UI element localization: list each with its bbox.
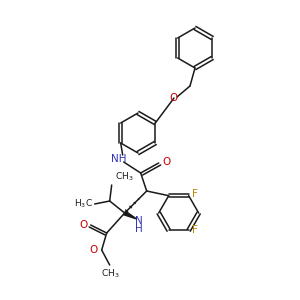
Text: O: O — [80, 220, 88, 230]
Text: CH$_3$: CH$_3$ — [115, 170, 133, 183]
Text: H: H — [135, 224, 142, 234]
Text: H$_3$C: H$_3$C — [74, 198, 93, 210]
Text: O: O — [163, 157, 171, 167]
Text: CH$_3$: CH$_3$ — [101, 268, 120, 280]
Text: F: F — [192, 189, 198, 199]
Text: O: O — [89, 245, 98, 255]
Text: NH: NH — [111, 154, 126, 164]
Polygon shape — [124, 211, 137, 219]
Text: F: F — [192, 225, 198, 235]
Text: N: N — [135, 216, 142, 226]
Text: O: O — [169, 93, 177, 103]
